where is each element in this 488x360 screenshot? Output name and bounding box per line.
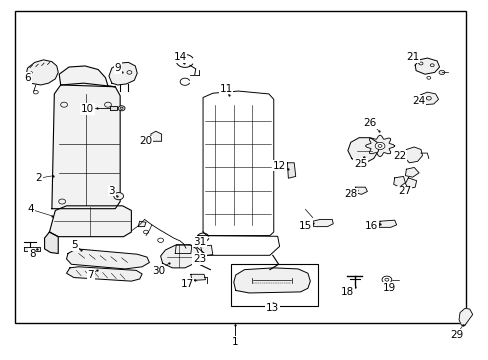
Polygon shape [59,66,115,87]
Text: 24: 24 [411,96,425,106]
Text: 1: 1 [231,337,238,347]
Polygon shape [365,135,394,157]
Text: 3: 3 [108,186,115,196]
Polygon shape [151,131,161,141]
Polygon shape [393,176,405,187]
Polygon shape [66,267,142,281]
Text: 19: 19 [383,283,396,293]
Polygon shape [160,244,199,268]
Polygon shape [26,60,58,85]
Text: 30: 30 [152,266,165,276]
Text: 9: 9 [114,63,121,73]
Polygon shape [138,221,146,226]
Polygon shape [417,92,438,105]
Text: 16: 16 [364,221,377,231]
Text: 22: 22 [392,150,406,161]
Text: 17: 17 [180,279,193,289]
Circle shape [438,70,444,75]
Text: 27: 27 [397,186,410,197]
Polygon shape [458,309,472,325]
Text: 25: 25 [353,159,366,169]
Circle shape [374,142,384,149]
Polygon shape [44,232,58,253]
Text: 5: 5 [71,240,78,250]
Text: 31: 31 [193,237,206,247]
Circle shape [381,276,391,283]
Text: 13: 13 [265,303,279,314]
Polygon shape [287,163,295,178]
Polygon shape [402,147,422,163]
Text: 21: 21 [405,52,419,62]
Polygon shape [347,138,378,163]
Bar [230,264,317,306]
Polygon shape [109,62,137,85]
Text: 28: 28 [344,189,357,199]
Polygon shape [354,187,366,194]
Circle shape [114,193,123,200]
Text: 23: 23 [193,254,206,264]
Polygon shape [378,220,396,227]
Bar [15,12,466,323]
Text: 12: 12 [272,161,285,171]
Text: 20: 20 [139,136,152,146]
Polygon shape [24,247,40,251]
Text: 10: 10 [81,104,94,114]
Text: 8: 8 [29,248,36,258]
Polygon shape [175,244,191,253]
Polygon shape [66,249,149,269]
Polygon shape [405,178,416,189]
Polygon shape [200,245,212,256]
Text: 2: 2 [35,173,42,183]
Text: 7: 7 [87,270,94,280]
Text: 29: 29 [449,330,462,340]
Text: 11: 11 [219,84,232,94]
Polygon shape [110,106,117,111]
Text: 18: 18 [341,287,354,297]
Text: 14: 14 [173,52,186,62]
Polygon shape [233,268,310,293]
Text: 6: 6 [24,73,31,83]
Polygon shape [312,220,332,226]
Polygon shape [49,206,131,237]
Polygon shape [52,83,120,209]
Polygon shape [190,274,205,280]
Text: 26: 26 [363,118,376,128]
Text: 4: 4 [27,204,34,215]
Polygon shape [414,58,439,74]
Text: 15: 15 [298,221,311,231]
Circle shape [118,106,125,111]
Polygon shape [405,167,418,177]
